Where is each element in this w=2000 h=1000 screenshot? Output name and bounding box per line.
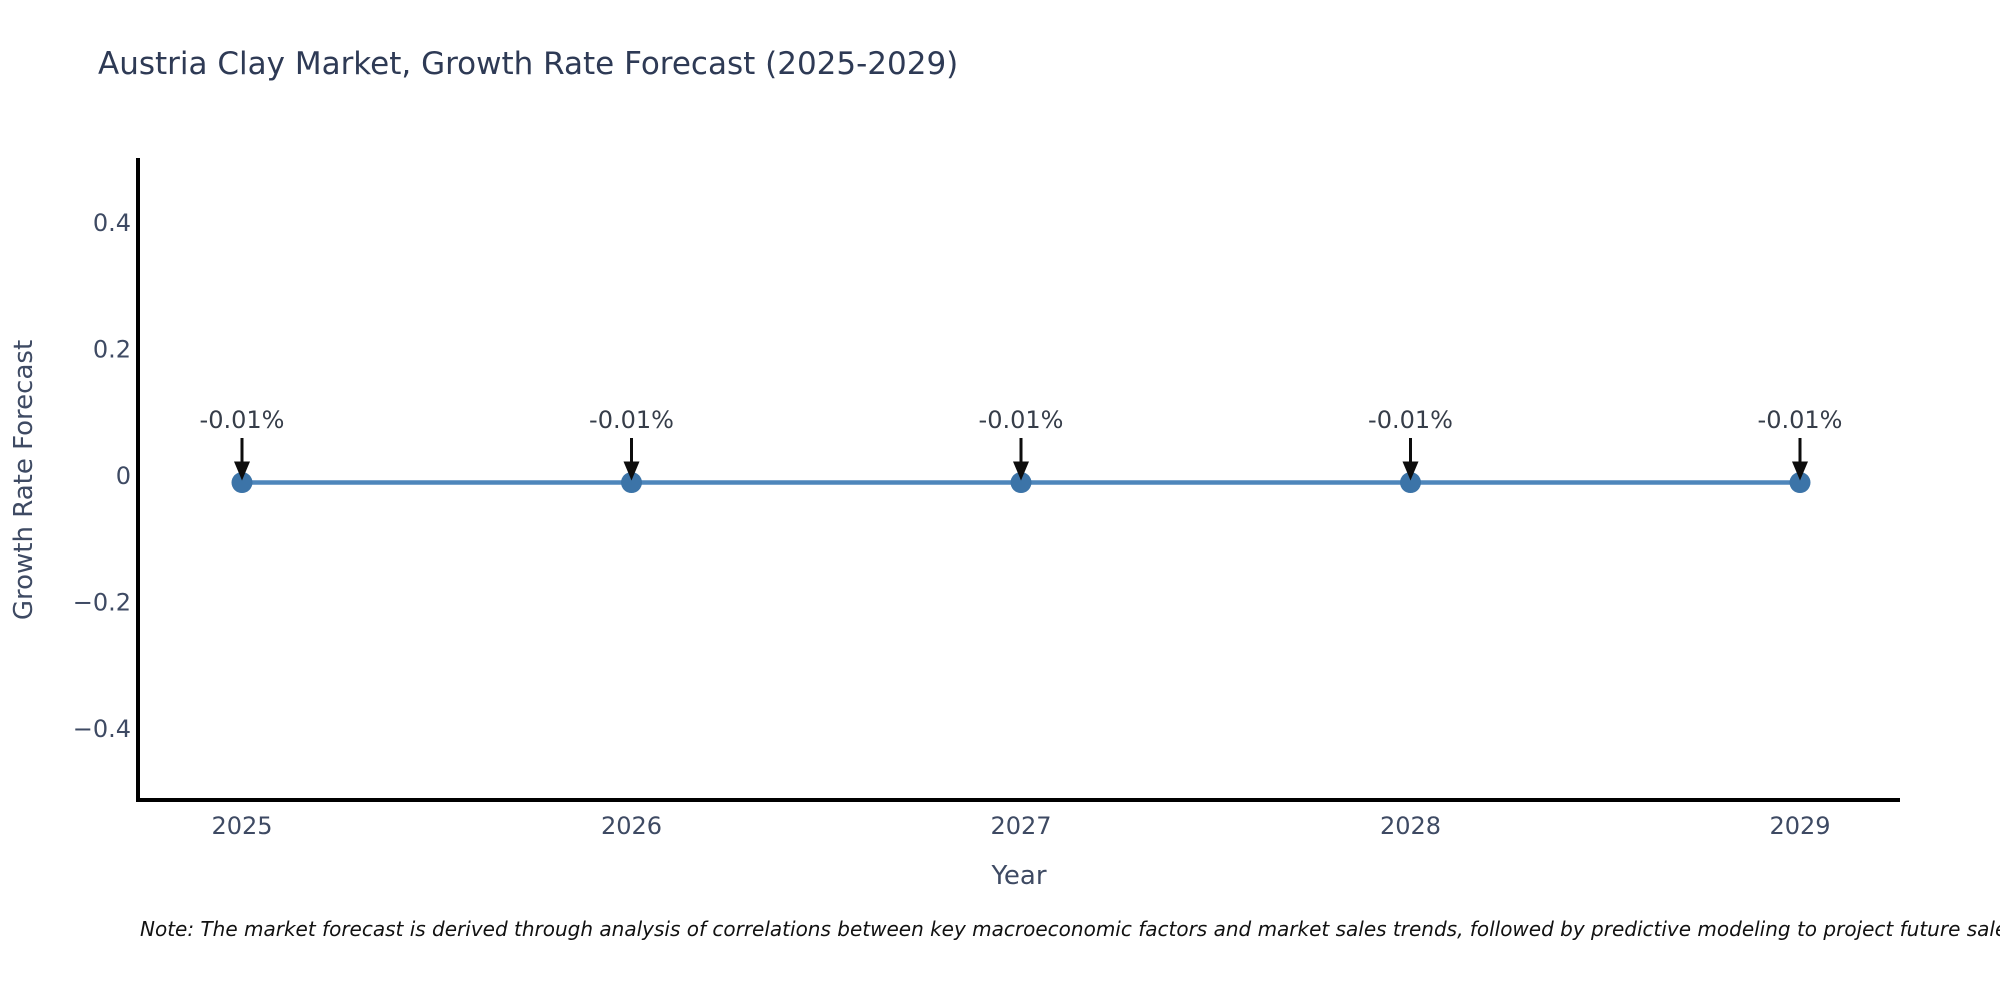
annotation-label: -0.01% (979, 406, 1064, 434)
data-point-marker (231, 472, 253, 494)
y-tick-label: 0.4 (93, 209, 131, 237)
y-tick-label: −0.4 (73, 715, 131, 743)
annotation-arrowhead-icon (1402, 461, 1419, 481)
chart-title: Austria Clay Market, Growth Rate Forecas… (98, 46, 959, 82)
annotation-label: -0.01% (1758, 406, 1843, 434)
annotation-arrowhead-icon (623, 461, 640, 481)
x-tick-label: 2028 (1380, 812, 1441, 840)
data-point-marker (621, 472, 642, 494)
x-tick-label: 2026 (601, 812, 662, 840)
annotation-arrowhead-icon (1792, 461, 1808, 481)
x-tick-label: 2027 (990, 812, 1051, 840)
annotation-arrowhead-icon (1013, 461, 1029, 481)
footnote: Note: The market forecast is derived thr… (140, 917, 2000, 941)
annotation-label: -0.01% (1368, 406, 1453, 434)
y-tick-label: −0.2 (73, 589, 131, 617)
x-tick-label: 2025 (211, 812, 272, 840)
data-point-marker (1400, 472, 1421, 494)
y-axis-title: Growth Rate Forecast (9, 340, 39, 620)
annotation-arrowhead-icon (234, 461, 250, 481)
annotation-label: -0.01% (200, 406, 285, 434)
x-axis-title: Year (990, 861, 1046, 891)
y-tick-label: 0.2 (93, 336, 131, 364)
data-point-marker (1789, 472, 1811, 494)
x-tick-label: 2029 (1769, 812, 1830, 840)
annotation-label: -0.01% (589, 406, 674, 434)
y-tick-label: 0 (116, 462, 131, 490)
data-point-marker (1010, 472, 1032, 494)
